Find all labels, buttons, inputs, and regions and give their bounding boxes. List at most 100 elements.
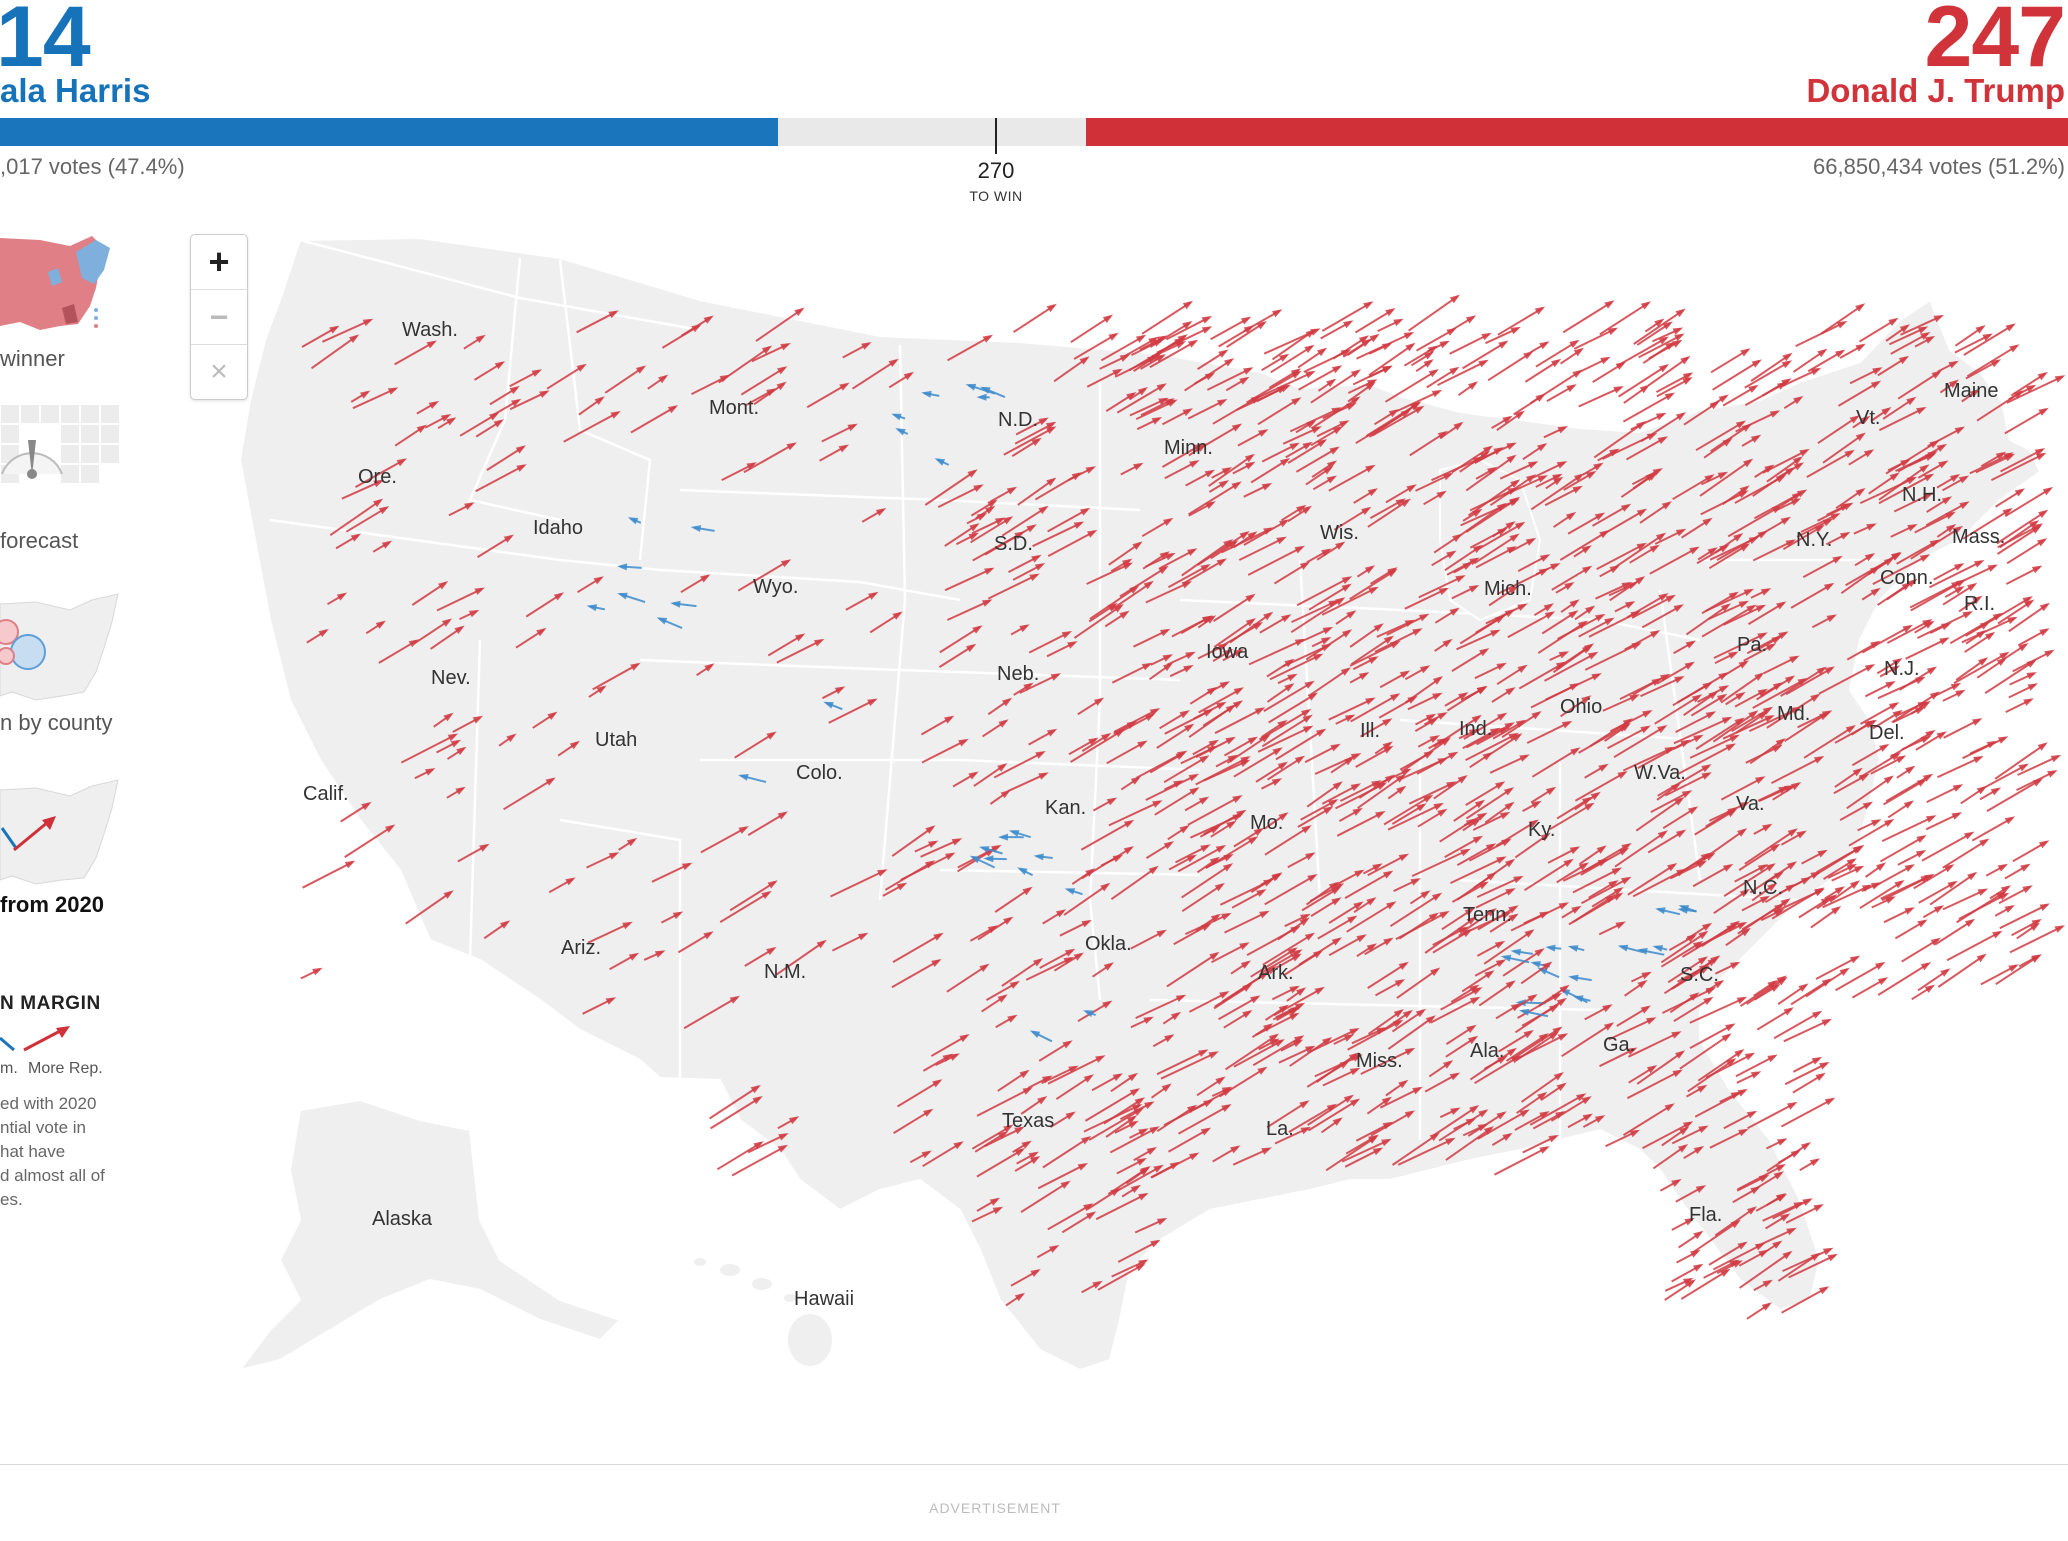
county-arrow-head <box>1866 523 1877 531</box>
county-arrow-head <box>1773 871 1785 880</box>
county-arrow-head <box>738 826 749 834</box>
county-arrow-head <box>1760 588 1772 596</box>
county-arrow-head <box>446 417 457 426</box>
county-arrow-rep <box>1994 743 2046 780</box>
county-arrow-rep <box>1403 738 1450 771</box>
nav-shift-from-2020[interactable]: from 2020 <box>0 776 130 926</box>
county-arrow-rep <box>851 359 897 390</box>
county-arrow-head <box>1832 555 1843 564</box>
county-arrow-head <box>1976 630 1987 639</box>
county-arrow-head <box>1254 707 1266 715</box>
state-label-mass: Mass. <box>1952 526 2006 548</box>
county-arrow-rep <box>1119 566 1167 598</box>
county-arrow-head <box>1923 492 1934 500</box>
county-arrow-head <box>1167 399 1178 407</box>
nav-forecast[interactable]: forecast <box>0 404 130 554</box>
county-arrow-head <box>1165 552 1176 561</box>
county-arrow-head <box>443 890 454 899</box>
county-arrow-rep <box>1474 1055 1520 1085</box>
county-arrow-head <box>539 390 550 398</box>
county-arrow-rep <box>755 308 803 342</box>
county-arrow-rep <box>1295 447 1338 473</box>
county-arrow-rep <box>1238 537 1285 561</box>
county-arrow-rep <box>1107 1166 1149 1195</box>
county-arrow-rep <box>896 1079 941 1108</box>
county-arrow-head <box>969 855 981 864</box>
county-arrow-rep <box>1756 676 1794 701</box>
county-arrow-rep <box>436 587 483 612</box>
county-arrow-rep <box>1820 304 1864 335</box>
county-arrow-head <box>1604 617 1615 626</box>
county-arrow-rep <box>1020 1181 1069 1213</box>
county-arrow-head <box>987 499 998 508</box>
county-arrow-head <box>1356 934 1367 943</box>
county-arrow-head <box>2038 509 2049 518</box>
county-arrow-head <box>1905 765 1916 775</box>
county-arrow-rep <box>1471 442 1515 465</box>
county-arrow-head <box>1063 956 1075 965</box>
county-arrow-head <box>1517 603 1528 611</box>
zoom-in-button[interactable]: + <box>208 241 230 282</box>
county-arrow-rep <box>1953 652 2008 684</box>
nav-county-bubbles[interactable]: n by county <box>0 592 130 742</box>
county-arrow-rep <box>355 458 405 488</box>
county-arrow-head <box>1534 948 1545 957</box>
county-arrow-rep <box>1183 559 1225 585</box>
county-arrow-rep <box>1284 950 1322 976</box>
county-arrow-head <box>1707 547 1718 556</box>
county-arrow-head <box>752 1096 763 1105</box>
county-arrow-head <box>1977 888 1989 896</box>
county-arrow-head <box>1776 975 1787 984</box>
county-arrow-rep <box>1613 533 1665 569</box>
county-arrow-head <box>1137 740 1148 749</box>
county-arrow-rep <box>1638 334 1683 359</box>
county-arrow-head <box>1543 603 1554 612</box>
county-arrow-head <box>1189 1152 1200 1161</box>
county-arrow-head <box>617 592 628 600</box>
county-arrow-head <box>2037 538 2048 547</box>
county-arrow-rep <box>1956 891 2005 924</box>
county-arrow-head <box>1895 755 1907 764</box>
county-arrow-rep <box>1070 729 1123 763</box>
zoom-reset-button[interactable]: × <box>210 355 228 388</box>
state-label-md: Md. <box>1777 703 1811 725</box>
county-arrow-head <box>1126 392 1137 401</box>
county-arrow-head <box>1132 541 1143 550</box>
county-arrow-head <box>1729 1259 1740 1268</box>
county-arrow-rep <box>1897 371 1940 400</box>
county-arrow-rep <box>1561 1023 1613 1058</box>
county-arrow-head <box>1085 466 1096 474</box>
county-arrow-head <box>596 685 607 694</box>
county-arrow-head <box>500 920 511 929</box>
nav-winner[interactable]: winner <box>0 226 130 376</box>
county-arrow-head <box>1138 1192 1149 1201</box>
county-arrow-head <box>1767 882 1778 892</box>
county-arrow-head <box>1228 540 1239 549</box>
zoom-out-button[interactable]: − <box>209 299 229 335</box>
county-arrow-head <box>1112 854 1124 863</box>
county-arrow-head <box>2025 384 2037 393</box>
county-arrow-rep <box>1720 776 1764 801</box>
county-arrow-head <box>1033 853 1044 861</box>
county-arrow-rep <box>1633 309 1684 345</box>
county-arrow-head <box>1045 421 1057 430</box>
county-arrow-head <box>1446 781 1457 789</box>
county-arrow-head <box>1152 800 1163 808</box>
county-arrow-head <box>1134 1097 1145 1106</box>
county-arrow-head <box>1941 622 1952 631</box>
county-arrow-rep <box>1921 832 1973 862</box>
county-arrow-rep <box>1047 1203 1092 1231</box>
state-label-pa: Pa. <box>1737 634 1768 656</box>
county-arrow-head <box>1629 1129 1641 1138</box>
county-arrow-head <box>1789 655 1800 664</box>
county-arrow-head <box>1112 368 1123 377</box>
county-arrow-rep <box>344 825 394 858</box>
county-arrow-head <box>1798 983 1809 992</box>
county-arrow-rep <box>946 964 988 993</box>
county-arrow-head <box>2027 683 2038 691</box>
county-arrow-head <box>925 825 936 834</box>
county-arrow-head <box>1183 665 1194 673</box>
county-arrow-head <box>1221 1104 1232 1112</box>
county-arrow-rep <box>1996 510 2047 545</box>
